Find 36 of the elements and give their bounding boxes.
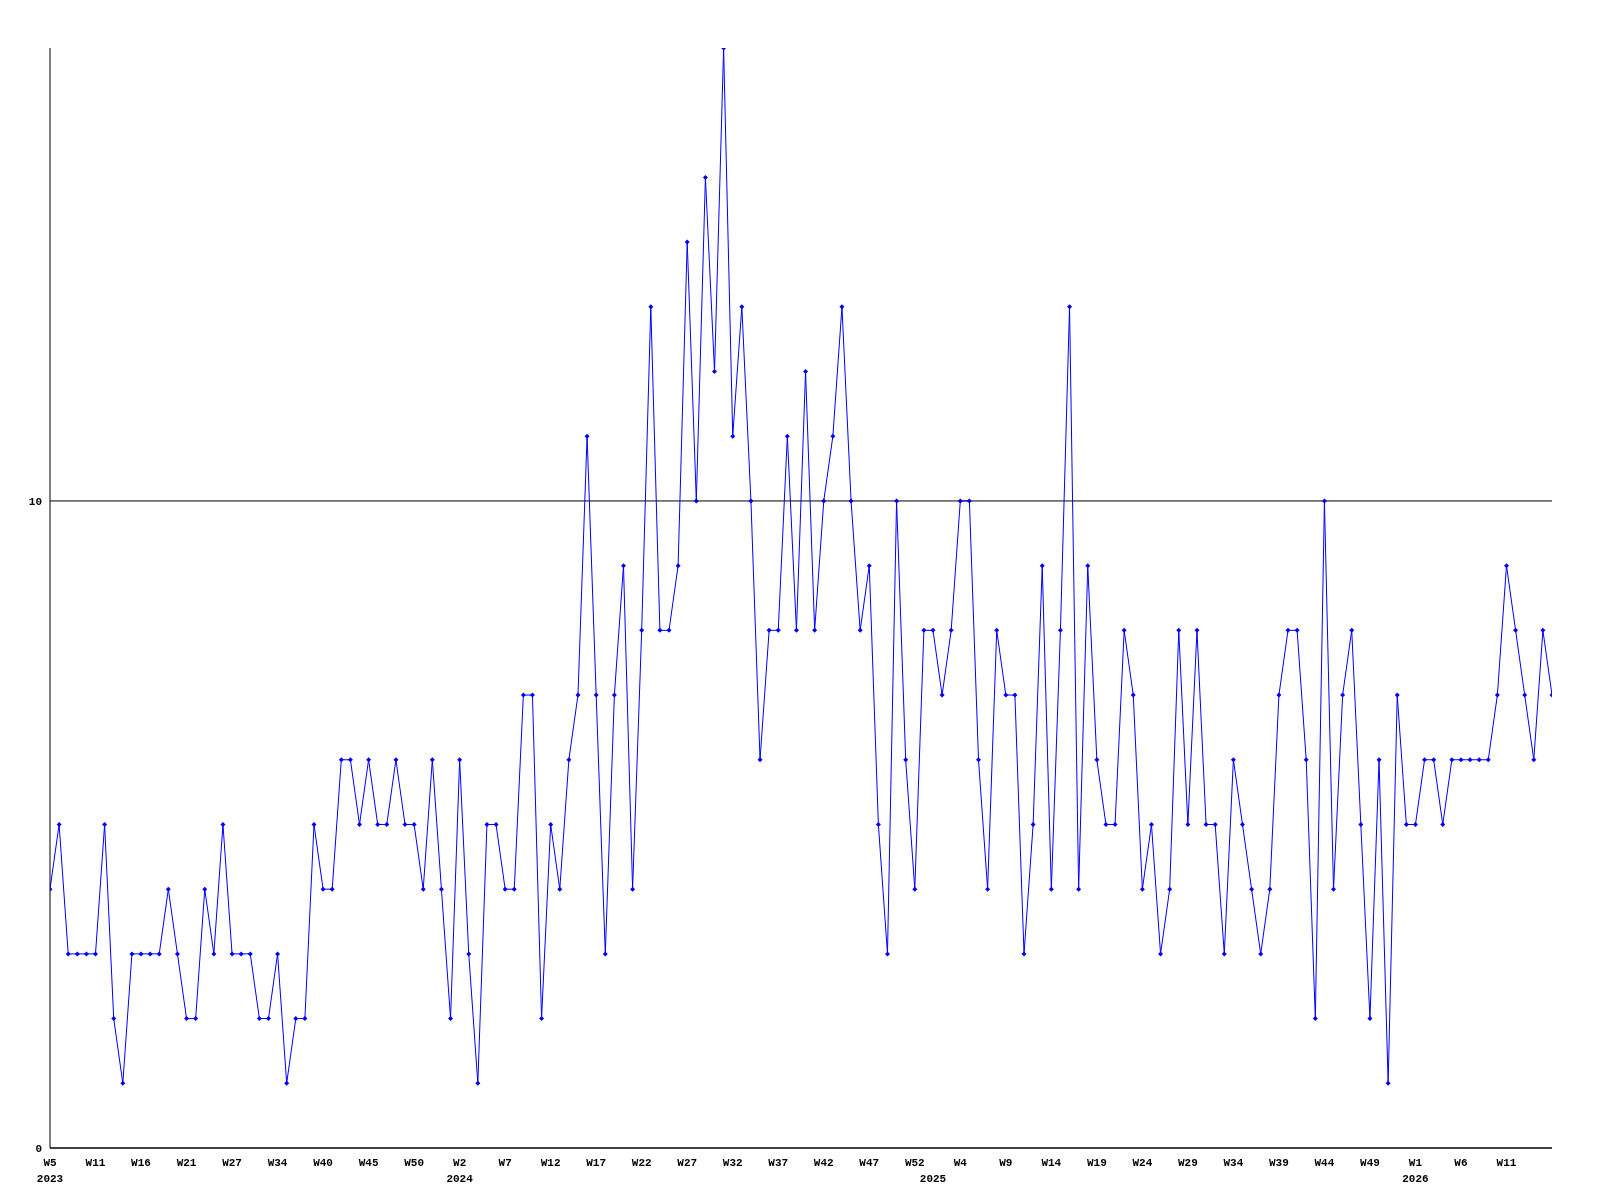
y-tick-label: 0	[35, 1142, 42, 1155]
x-tick-label: W19	[1086, 1157, 1107, 1169]
x-tick-label: W34	[1223, 1157, 1244, 1169]
x-tick-label: W40	[313, 1157, 333, 1169]
x-tick-label: W17	[586, 1157, 607, 1169]
x-tick-label: W42	[813, 1157, 834, 1169]
x-tick-label: W24	[1132, 1157, 1153, 1169]
x-tick-label: W27	[222, 1157, 242, 1169]
x-tick-label: W16	[131, 1157, 151, 1169]
x-tick-label: W12	[540, 1157, 561, 1169]
x-tick-label: W6	[1454, 1157, 1468, 1169]
x-tick-label: W11	[85, 1157, 106, 1169]
x-tick-label: W27	[677, 1157, 698, 1169]
x-tick-label: W1 2026	[1402, 1157, 1429, 1185]
x-tick-label: W47	[859, 1157, 880, 1169]
x-tick-label: W22	[631, 1157, 652, 1169]
x-tick-label: W32	[722, 1157, 743, 1169]
x-tick-label: W29	[1177, 1157, 1198, 1169]
x-tick-label: W11	[1496, 1157, 1517, 1169]
x-tick-label: 2025	[919, 1173, 947, 1185]
x-tick-label: W52	[904, 1157, 925, 1169]
x-tick-label: W7	[498, 1157, 512, 1169]
x-tick-label: W37	[768, 1157, 789, 1169]
x-tick-label: W44	[1314, 1157, 1335, 1169]
x-tick-label: W5 2023	[36, 1157, 64, 1185]
x-tick-label: W9	[999, 1157, 1013, 1169]
x-tick-label: W45	[358, 1157, 379, 1169]
x-tick-label: W4	[953, 1157, 968, 1169]
x-tick-label: W49	[1360, 1157, 1380, 1169]
x-tick-label: W39	[1269, 1157, 1289, 1169]
x-tick-label: W50	[404, 1157, 425, 1169]
x-tick-label: W34	[267, 1157, 288, 1169]
x-tick-label: W14	[1041, 1157, 1062, 1169]
x-tick-label: W2 2024	[446, 1157, 474, 1185]
y-tick-label: 10	[28, 495, 42, 508]
x-tick-label: W21	[176, 1157, 197, 1169]
